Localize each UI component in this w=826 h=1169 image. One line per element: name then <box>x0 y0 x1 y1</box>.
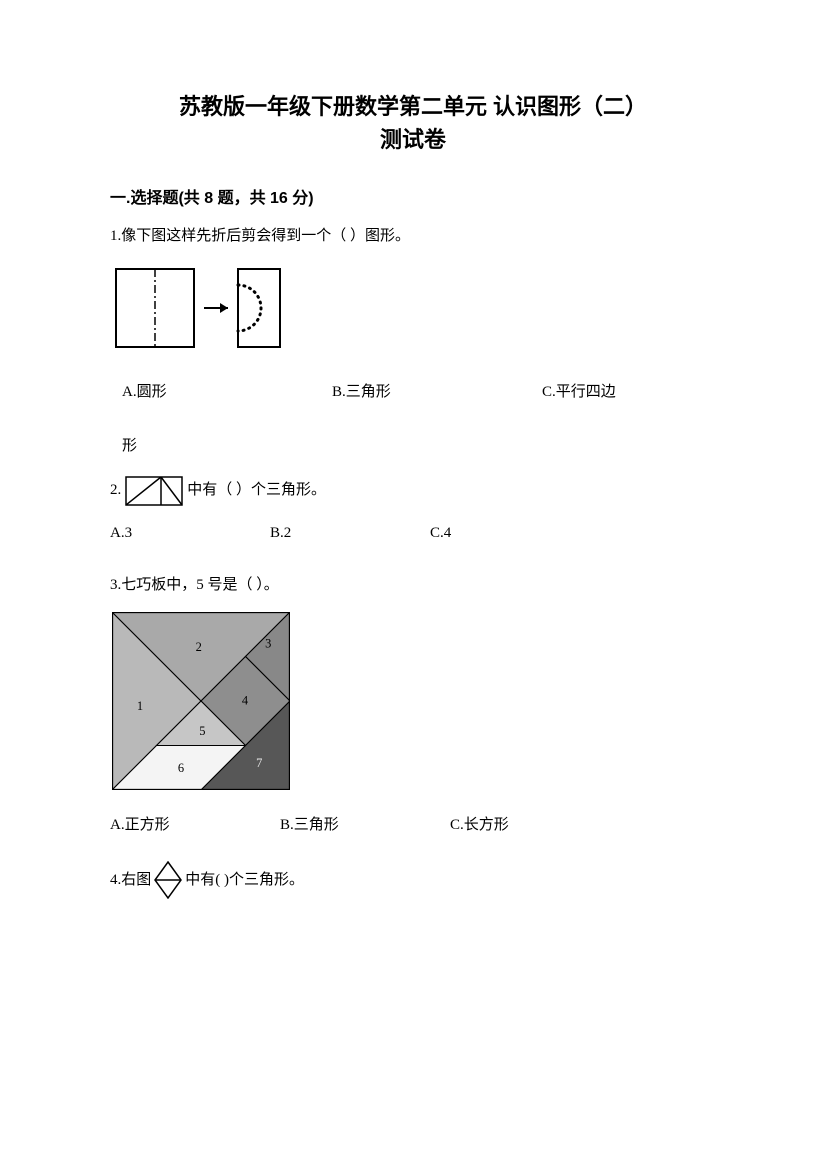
q2-opt-a: A.3 <box>110 515 270 551</box>
q4-pre: 4.右图 <box>110 864 151 897</box>
q3-options: A.正方形 B.三角形 C.长方形 <box>110 807 716 843</box>
svg-text:7: 7 <box>256 756 262 770</box>
question-3: 3.七巧板中，5 号是（ ）。 <box>110 569 716 602</box>
q2-options: A.3 B.2 C.4 <box>110 515 716 551</box>
q1-opt-b: B.三角形 <box>332 374 542 410</box>
q2-opt-c: C.4 <box>430 515 451 551</box>
q1-opt-a: A.圆形 <box>122 374 332 410</box>
q3-opt-a: A.正方形 <box>110 807 280 843</box>
section-1-header: 一.选择题(共 8 题，共 16 分) <box>110 184 716 208</box>
svg-text:2: 2 <box>196 640 202 654</box>
q3-figure: 1 2 3 4 5 6 7 <box>112 612 716 795</box>
question-4: 4.右图 中有( )个三角形。 <box>110 861 716 899</box>
svg-text:1: 1 <box>137 699 143 713</box>
question-2: 2. 中有（ ）个三角形。 <box>110 474 716 507</box>
q3-opt-b: B.三角形 <box>280 807 450 843</box>
svg-text:5: 5 <box>199 724 205 738</box>
question-1: 1.像下图这样先折后剪会得到一个（ ）图形。 <box>110 220 716 253</box>
q1-text: 1.像下图这样先折后剪会得到一个（ ）图形。 <box>110 228 410 244</box>
svg-text:4: 4 <box>242 694 249 708</box>
doc-title-line2: 测试卷 <box>110 123 716 156</box>
q4-post: 中有( )个三角形。 <box>185 864 304 897</box>
q3-text: 3.七巧板中，5 号是（ ）。 <box>110 577 279 593</box>
q1-figure <box>112 263 716 368</box>
q1-options: A.圆形 B.三角形 C.平行四边 <box>110 374 716 410</box>
q2-opt-b: B.2 <box>270 515 430 551</box>
q1-opt-c-cont: 形 <box>110 428 716 464</box>
q2-figure <box>125 474 183 507</box>
q2-pre: 2. <box>110 474 121 507</box>
svg-text:6: 6 <box>178 761 184 775</box>
q2-post: 中有（ ）个三角形。 <box>187 474 326 507</box>
doc-title-line1: 苏教版一年级下册数学第二单元 认识图形（二） <box>110 90 716 123</box>
q4-figure <box>153 861 183 899</box>
svg-text:3: 3 <box>265 637 271 651</box>
q3-opt-c: C.长方形 <box>450 807 509 843</box>
page: 苏教版一年级下册数学第二单元 认识图形（二） 测试卷 一.选择题(共 8 题，共… <box>0 0 826 1169</box>
q1-opt-c: C.平行四边 <box>542 374 616 410</box>
